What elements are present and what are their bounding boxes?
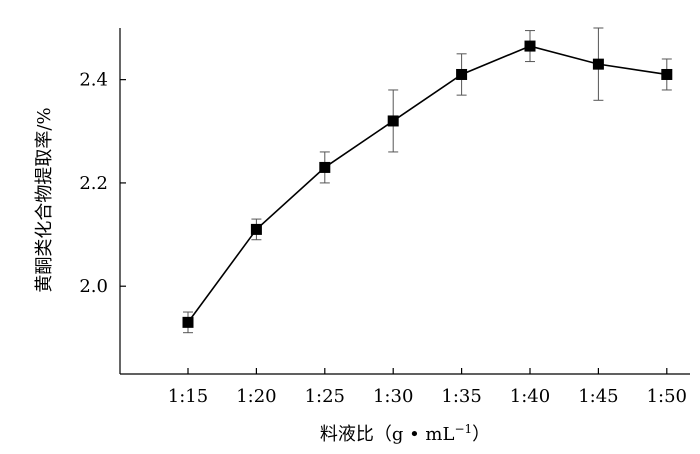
data-point-marker [387, 115, 399, 127]
data-point-marker [250, 223, 262, 235]
x-axis-title-close: ） [472, 424, 490, 445]
x-tick-label: 1:20 [236, 386, 276, 407]
x-tick-label: 1:50 [647, 386, 687, 407]
x-axis-title: 料液比（g • mL−1） [320, 422, 490, 445]
data-point-marker [661, 68, 673, 80]
y-tick-label: 2.4 [79, 70, 108, 91]
y-tick-label: 2.0 [79, 276, 108, 297]
series-line-layer [187, 45, 667, 323]
x-tick-label: 1:40 [510, 386, 550, 407]
data-point-marker [456, 68, 468, 80]
x-ticks: 1:15 1:20 1:25 1:30 1:35 1:40 1:45 1:50 [168, 368, 687, 407]
x-tick-label: 1:25 [305, 386, 345, 407]
data-point-marker [319, 161, 331, 173]
data-point-marker [592, 58, 604, 70]
series-line [187, 45, 667, 323]
x-tick-label: 1:35 [441, 386, 481, 407]
axes [119, 28, 690, 375]
y-axis-title: 黄酮类化合物提取率/% [34, 107, 55, 292]
x-tick-label: 1:30 [373, 386, 413, 407]
y-ticks: 2.0 2.2 2.4 [79, 70, 126, 297]
x-tick-label: 1:15 [168, 386, 208, 407]
x-axis-title-superscript: −1 [454, 422, 472, 436]
data-point-marker [182, 316, 194, 328]
error-bars [183, 27, 672, 334]
y-tick-label: 2.2 [79, 173, 108, 194]
markers [182, 40, 673, 328]
data-point-marker [524, 40, 536, 52]
x-axis-title-main: 料液比（g • mL [320, 424, 455, 445]
x-tick-label: 1:45 [578, 386, 618, 407]
